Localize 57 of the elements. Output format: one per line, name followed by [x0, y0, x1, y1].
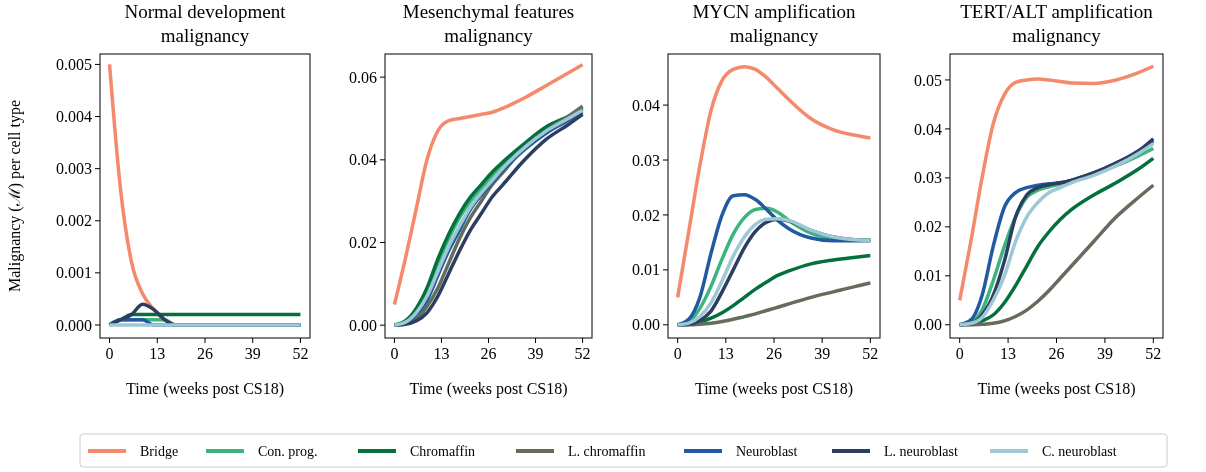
y-tick-label: 0.04	[914, 120, 942, 138]
legend-label: Chromaffin	[410, 443, 476, 459]
y-tick-label: 0.00	[632, 316, 660, 334]
x-tick-label: 13	[433, 345, 450, 362]
legend-label: L. chromaffin	[568, 443, 646, 459]
x-tick-label: 26	[766, 345, 782, 362]
y-tick-label: 0.03	[914, 169, 942, 187]
x-tick-label: 39	[244, 345, 261, 362]
x-tick-label: 0	[105, 345, 114, 362]
x-axis-title: Time (weeks post CS18)	[125, 380, 285, 398]
x-tick-label: 26	[197, 345, 213, 362]
y-tick-label: 0.02	[632, 206, 660, 224]
x-tick-label: 26	[1048, 345, 1065, 362]
y-tick-label: 0.000	[56, 316, 92, 334]
x-tick-label: 52	[862, 345, 879, 362]
y-tick-label: 0.00	[914, 316, 942, 334]
x-tick-label: 52	[1145, 345, 1162, 362]
legend-label: C. neuroblast	[1042, 443, 1117, 459]
x-tick-label: 13	[717, 345, 734, 362]
x-tick-label: 52	[292, 345, 309, 362]
x-tick-label: 52	[574, 345, 591, 362]
x-tick-label: 0	[955, 345, 964, 362]
legend-label: Bridge	[140, 443, 179, 459]
x-axis-title: Time (weeks post CS18)	[409, 380, 568, 398]
y-tick-label: 0.06	[349, 68, 377, 86]
y-tick-label: 0.003	[56, 160, 92, 178]
y-tick-label: 0.04	[632, 96, 660, 114]
legend-label: Neuroblast	[736, 443, 798, 459]
y-tick-label: 0.004	[56, 108, 92, 126]
x-tick-label: 13	[149, 345, 166, 362]
y-tick-label: 0.01	[632, 261, 660, 279]
y-tick-label: 0.02	[914, 218, 942, 236]
y-tick-label: 0.002	[56, 212, 92, 230]
y-axis-title: Malignancy (ℳ) per cell type	[6, 99, 24, 293]
y-tick-label: 0.005	[56, 56, 92, 74]
legend-label: Con. prog.	[258, 443, 318, 459]
x-tick-label: 0	[390, 345, 399, 362]
y-tick-label: 0.001	[56, 264, 92, 282]
y-tick-label: 0.03	[632, 151, 660, 169]
x-tick-label: 0	[673, 345, 682, 362]
x-tick-label: 39	[1096, 345, 1113, 362]
chart-title: MYCN amplification malignancy	[692, 1, 857, 46]
chart-title: Mesenchymal features malignancy	[402, 1, 575, 46]
chart-title: Normal development malignancy	[124, 1, 287, 46]
x-tick-label: 26	[480, 345, 497, 362]
y-tick-label: 0.01	[914, 267, 942, 285]
x-axis-title: Time (weeks post CS18)	[694, 380, 854, 398]
y-tick-label: 0.00	[349, 316, 377, 334]
x-axis-title: Time (weeks post CS18)	[977, 380, 1136, 398]
chart-title: TERT/ALT amplification malignancy	[960, 1, 1154, 46]
y-tick-label: 0.04	[349, 151, 377, 169]
legend-label: L. neuroblast	[884, 443, 958, 459]
x-tick-label: 13	[1000, 345, 1017, 362]
x-tick-label: 39	[527, 345, 544, 362]
y-tick-label: 0.05	[914, 71, 942, 89]
y-tick-label: 0.02	[349, 234, 377, 252]
x-tick-label: 39	[814, 345, 831, 362]
